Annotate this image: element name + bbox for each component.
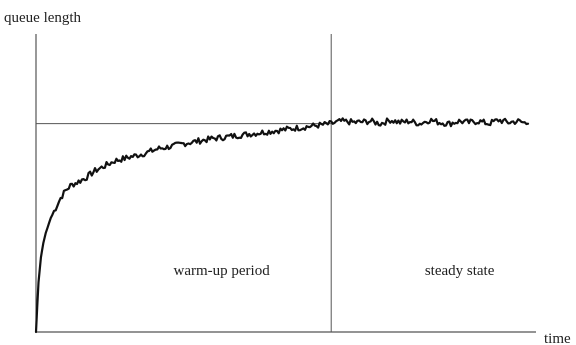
- warm-up-region-label: warm-up period: [173, 263, 270, 279]
- queue-length-series-line: [34, 117, 530, 334]
- y-axis-label: queue length: [4, 10, 82, 26]
- x-axis-label: time: [544, 331, 571, 345]
- steady-state-region-label: steady state: [425, 263, 495, 279]
